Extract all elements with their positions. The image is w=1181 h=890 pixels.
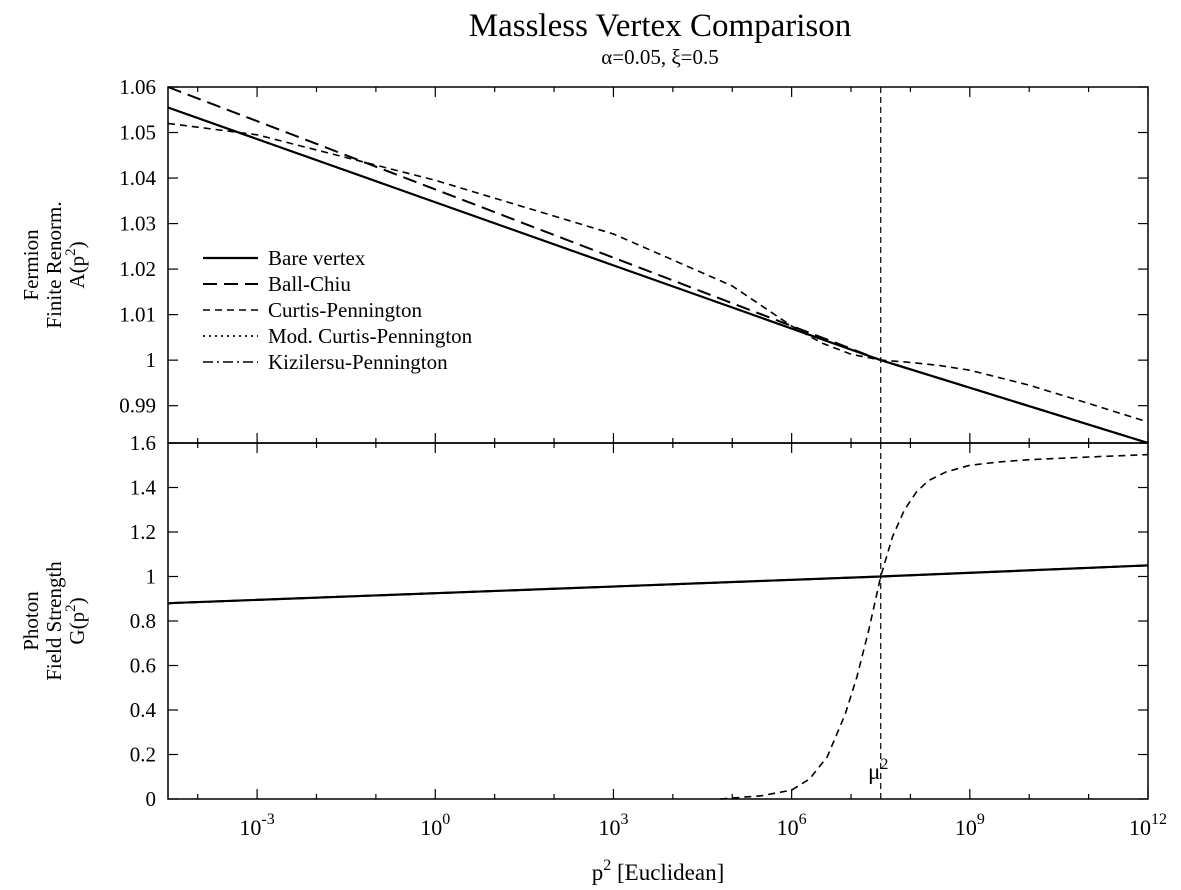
y-tick-label: 0.8 [130,609,156,633]
y-tick-label: 0 [146,787,157,811]
y-axis-label-end: ) [65,241,89,248]
plot-frame [167,442,1149,800]
bottom-panel: 0 0.2 0.4 0.6 0.8 1 1.2 1.4 1.6 PhotonField Stren… [19,431,1167,840]
y-tick-label: 1.01 [119,303,156,327]
x-tick-label: 10-3 [239,811,274,840]
chart-title: Massless Vertex Comparison [469,8,852,44]
x-tick-exponent: 12 [1151,811,1167,828]
y-tick-label: 1.02 [119,257,156,281]
y-tick-label: 1.04 [119,166,156,190]
series-curtis-pennington [720,453,1149,800]
x-tick-base: 10 [420,815,442,840]
legend-label: Kizilersu-Pennington [268,350,448,374]
x-tick-exponent: 6 [799,811,807,828]
x-tick-label: 106 [777,811,807,840]
mu-squared-label: μ2 [868,756,888,784]
y-tick-label: 1.03 [119,212,156,236]
y-axis-label-sup: 2 [63,248,79,256]
x-axis-label-main: p [592,860,604,885]
x-tick-base: 10 [239,815,261,840]
y-tick-label: 1.06 [119,75,156,99]
x-tick-exponent: 3 [620,811,628,828]
y-axis-label-line: Photon [19,591,43,651]
y-tick-label: 0.4 [130,698,157,722]
y-tick-label: 0.2 [130,743,156,767]
chart-subtitle: α=0.05, ξ=0.5 [601,45,719,69]
x-tick-base: 10 [1129,815,1151,840]
x-tick-label: 109 [955,811,985,840]
y-axis-label-line: Finite Renorm. [42,201,66,328]
legend-label: Bare vertex [268,246,366,270]
x-tick-exponent: 0 [442,811,450,828]
y-axis-label: PhotonField StrengthG(p2) [19,561,89,681]
legend-label: Ball-Chiu [268,272,351,296]
y-axis-label-line: Fermion [19,229,43,301]
legend-label: Mod. Curtis-Pennington [268,324,473,348]
x-tick-base: 10 [955,815,977,840]
y-axis-label-sup: 2 [63,604,79,612]
y-tick-label: 1.2 [130,520,156,544]
x-tick-label: 100 [420,811,450,840]
legend-label: Curtis-Pennington [268,298,423,322]
series-ball-chiu [167,564,1149,605]
x-tick-exponent: -3 [261,811,274,828]
x-axis-label: p2 [Euclidean] [592,857,725,885]
y-tick-label: 1.05 [119,121,156,145]
y-tick-label: 0.99 [119,394,156,418]
y-tick-label: 1.4 [130,476,157,500]
y-axis-label-line: G(p [65,612,89,645]
mu-label-sup: 2 [880,756,888,773]
y-axis-label: FermionFinite Renorm.A(p2) [19,201,89,328]
x-axis-label-rest: [Euclidean] [611,860,724,885]
series-kizilersu-pennington [167,106,1149,444]
y-axis-label-line: Field Strength [42,561,66,681]
x-tick-label: 103 [598,811,628,840]
y-axis-label-line: A(p [65,256,89,289]
mu-label: μ [868,759,880,784]
y-tick-label: 1 [146,565,157,589]
x-tick-label: 1012 [1129,811,1167,840]
x-tick-base: 10 [598,815,620,840]
top-panel: 0.99 1 1.01 1.02 1.03 1.04 1.05 1.06 FermionFini… [19,75,1149,445]
y-axis-label-end: ) [65,597,89,604]
y-tick-label: 1.6 [130,431,156,455]
legend: Bare vertexBall-ChiuCurtis-PenningtonMod… [203,246,473,374]
y-tick-label: 0.6 [130,654,156,678]
x-axis-label-sup: 2 [603,857,611,874]
x-tick-base: 10 [777,815,799,840]
y-tick-label: 1 [146,348,157,372]
x-tick-exponent: 9 [977,811,985,828]
